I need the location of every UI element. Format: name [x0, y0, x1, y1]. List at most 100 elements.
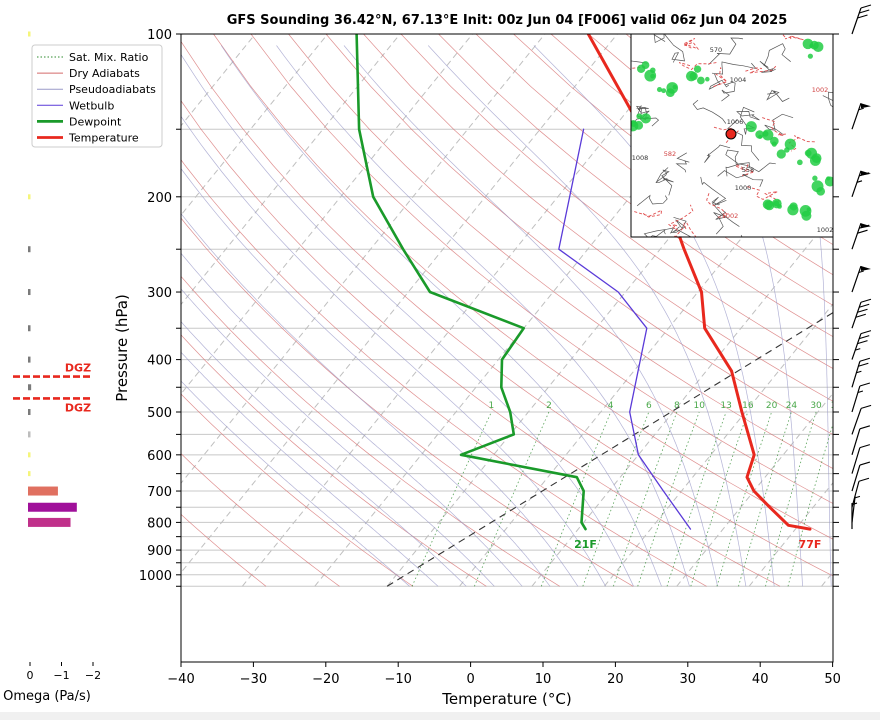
y-tick-label: 300 — [147, 286, 172, 301]
omega-bar — [28, 452, 31, 458]
barb-staff — [851, 481, 860, 508]
x-tick-label: 40 — [752, 672, 769, 687]
pseudoadiabat — [427, 45, 747, 587]
map-contour — [650, 229, 666, 237]
map-height-contour — [788, 135, 815, 152]
mixing-ratio-label: 8 — [674, 401, 680, 411]
barb-flag — [859, 303, 870, 308]
map-label: 1008 — [632, 154, 649, 162]
barb-staff — [851, 302, 862, 329]
wind-barb — [851, 103, 871, 130]
mixing-ratio-label: 2 — [546, 401, 552, 411]
map-contour — [763, 43, 791, 67]
mixing-ratio-line — [540, 411, 612, 587]
map-precip — [640, 113, 651, 124]
y-tick-label: 600 — [147, 449, 172, 464]
map-label: 1006 — [727, 118, 744, 126]
barb-flag — [859, 9, 870, 14]
omega-bar — [28, 409, 31, 416]
isotherm-line — [241, 34, 691, 587]
map-contour — [636, 194, 668, 207]
barb-staff — [851, 223, 862, 250]
map-precip — [824, 176, 833, 187]
barb-flag — [859, 444, 871, 449]
map-contour — [671, 216, 687, 233]
map-precip — [672, 84, 678, 90]
pseudoadiabat — [181, 167, 579, 587]
x-tick-label: 20 — [607, 672, 624, 687]
barb-flag — [860, 330, 872, 335]
mixing-ratio-line — [474, 411, 550, 587]
map-contour — [675, 152, 690, 173]
barb-flag — [859, 357, 871, 362]
omega-bar — [28, 194, 31, 200]
barb-staff — [851, 428, 861, 456]
wind-barb — [851, 461, 871, 492]
dry-adiabat — [181, 513, 267, 587]
map-precip — [773, 200, 780, 207]
map-height-contour — [735, 163, 756, 177]
series-dewpoint — [355, 34, 587, 531]
wind-barbs — [851, 4, 872, 530]
y-tick-label: 100 — [147, 28, 172, 43]
barb-staff — [851, 447, 861, 474]
wind-barb — [851, 495, 861, 523]
wind-barb — [851, 477, 870, 508]
plot-frame — [180, 33, 834, 663]
pseudoadiabat — [533, 45, 775, 587]
map-contour — [700, 176, 727, 206]
x-axis-label: Temperature (°C) — [441, 690, 571, 708]
omega-tick-label: −1 — [53, 669, 69, 682]
omega-panel: DGZ DGZ 0 −1 −2 — [13, 31, 101, 682]
dry-adiabat — [288, 34, 833, 469]
barb-flag — [857, 340, 868, 345]
dry-adiabat — [181, 453, 340, 587]
barb-half-flag — [858, 270, 864, 274]
map-contour — [759, 61, 776, 73]
dry-adiabat — [325, 34, 833, 435]
barb-flag — [859, 335, 870, 340]
dry-adiabat — [181, 159, 707, 587]
map-precip — [641, 61, 650, 69]
y-tick-label: 700 — [147, 485, 172, 500]
wind-barb — [851, 265, 871, 293]
map-contour — [653, 34, 666, 44]
wind-barb — [851, 404, 872, 435]
dgz-label: DGZ — [65, 362, 91, 375]
map-precip — [789, 202, 798, 211]
plot-border — [180, 33, 834, 663]
omega-bar — [28, 517, 71, 527]
map-precip — [705, 76, 710, 82]
map-contour — [822, 91, 833, 108]
omega-bar — [28, 502, 77, 512]
mixing-ratio-label: 13 — [720, 401, 731, 411]
map-precip — [762, 130, 769, 137]
omega-bar — [28, 289, 31, 296]
map-precip — [806, 207, 811, 212]
dgz-label: DGZ — [65, 401, 91, 414]
map-height-contour — [706, 191, 729, 218]
isotherm-line — [531, 213, 833, 587]
barb-flag — [855, 313, 866, 318]
pseudoadiabat — [777, 45, 832, 587]
y-tick-label: 1000 — [139, 569, 172, 584]
map-precip — [650, 67, 656, 73]
pseudoadiabat — [181, 53, 634, 587]
map-contour — [692, 99, 727, 124]
dry-adiabat — [181, 393, 414, 587]
barb-half-flag — [854, 495, 861, 499]
dry-adiabat — [363, 34, 833, 402]
pseudoadiabat — [181, 288, 495, 587]
map-contour — [721, 82, 736, 102]
barb-flag — [859, 172, 870, 177]
x-tick-label: −30 — [240, 672, 267, 687]
map-contour — [708, 73, 730, 90]
mixing-ratio-line — [765, 411, 817, 587]
map-height-contour — [712, 67, 728, 88]
y-axis-label: Pressure (hPa) — [113, 294, 131, 402]
x-tick-label: −40 — [167, 672, 194, 687]
omega-tick-label: −2 — [85, 669, 101, 682]
map-height-contour — [631, 66, 646, 69]
pseudoadiabat — [221, 45, 662, 587]
legend-label: Dry Adiabats — [69, 67, 140, 80]
